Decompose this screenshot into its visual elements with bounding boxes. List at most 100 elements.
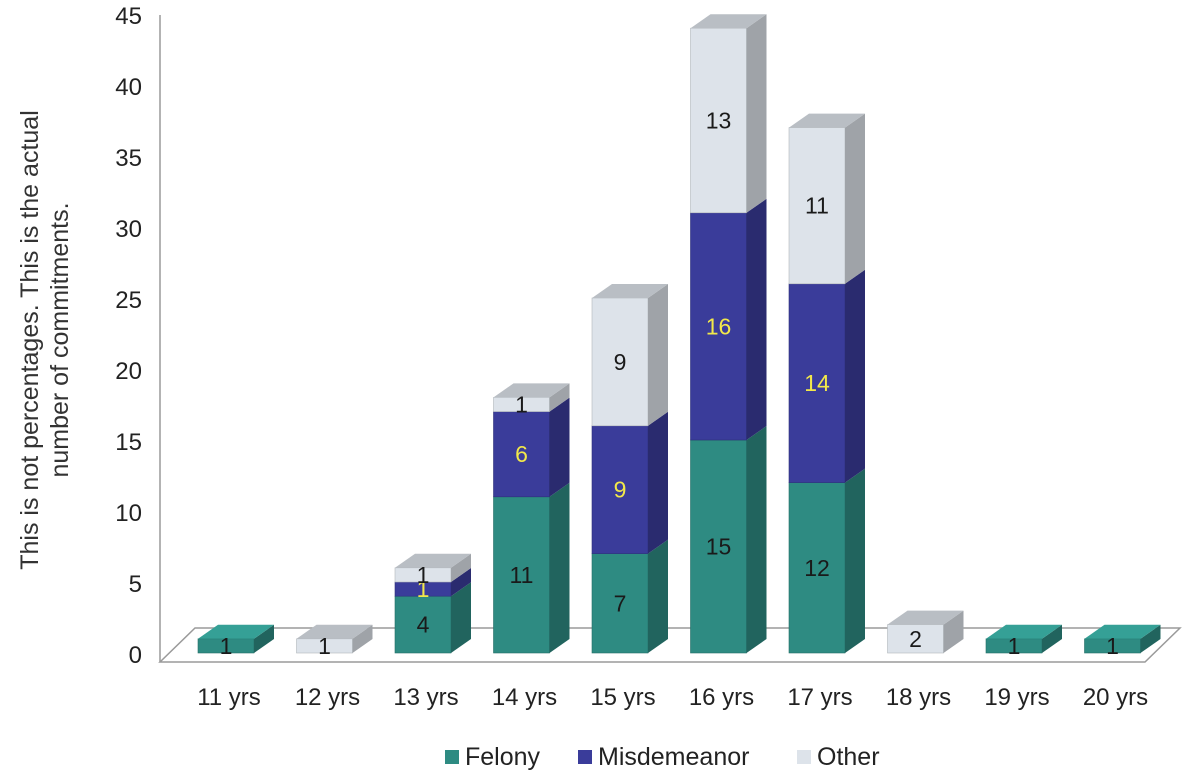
bar-front bbox=[788, 283, 846, 483]
bar-segment bbox=[394, 568, 471, 597]
data-label: 1 bbox=[220, 633, 233, 659]
legend-swatch-misdemeanor bbox=[578, 750, 592, 764]
y-tick-label: 5 bbox=[129, 571, 142, 598]
bar-side bbox=[648, 411, 668, 554]
bar-side bbox=[1042, 624, 1062, 653]
bar-top bbox=[789, 113, 865, 128]
x-category-label: 12 yrs bbox=[295, 684, 360, 711]
bar-segment bbox=[591, 539, 668, 654]
bar-side bbox=[845, 468, 865, 653]
bar-side bbox=[451, 553, 471, 582]
y-axis: 0 5 10 15 20 25 30 35 40 45 bbox=[115, 3, 161, 669]
legend-label: Misdemeanor bbox=[598, 743, 749, 771]
y-tick-label: 20 bbox=[115, 358, 142, 385]
bar-segment bbox=[690, 198, 767, 441]
y-tick-label: 0 bbox=[129, 642, 142, 669]
x-category-label: 17 yrs bbox=[787, 684, 852, 711]
bar-top bbox=[395, 553, 471, 568]
bar-front bbox=[591, 297, 649, 427]
legend-swatch-other bbox=[797, 750, 811, 764]
bar-top bbox=[296, 624, 373, 639]
bar-segment bbox=[690, 426, 767, 654]
bar-segment bbox=[788, 113, 865, 285]
y-tick-label: 35 bbox=[115, 145, 142, 172]
bar-segment bbox=[788, 269, 865, 483]
bar-front bbox=[690, 212, 747, 441]
bar-side bbox=[451, 568, 471, 597]
y-tick-label: 10 bbox=[115, 500, 142, 527]
data-label: 7 bbox=[614, 590, 627, 616]
y-axis-title-line: number of commitments. bbox=[46, 202, 74, 477]
bar-segment bbox=[197, 624, 274, 654]
bar-front bbox=[690, 439, 747, 654]
bar-side bbox=[845, 269, 865, 483]
data-label: 2 bbox=[909, 626, 922, 652]
bar-segment bbox=[394, 582, 471, 654]
bar-segment bbox=[394, 553, 471, 583]
x-axis-categories: 11 yrs 12 yrs 13 yrs 14 yrs 15 yrs 16 yrs 17 y… bbox=[197, 684, 1148, 711]
legend-swatch-felony bbox=[445, 750, 459, 764]
bar-segment bbox=[1084, 624, 1161, 654]
bar-front bbox=[788, 482, 846, 654]
bar-top bbox=[887, 610, 964, 625]
legend-label: Felony bbox=[465, 743, 541, 771]
bar-segment bbox=[296, 624, 373, 654]
data-label: 1 bbox=[515, 392, 528, 418]
x-category-label: 16 yrs bbox=[689, 684, 754, 711]
data-label: 1 bbox=[417, 562, 430, 588]
data-label: 9 bbox=[614, 477, 627, 503]
bar-segment bbox=[493, 383, 570, 412]
bar-side bbox=[1140, 624, 1161, 653]
bar-side bbox=[254, 624, 274, 653]
y-tick-label: 30 bbox=[115, 216, 142, 243]
x-category-label: 15 yrs bbox=[590, 684, 655, 711]
data-label: 16 bbox=[706, 313, 732, 339]
x-category-label: 18 yrs bbox=[886, 684, 951, 711]
bar-front bbox=[788, 127, 846, 285]
bar-segment bbox=[887, 610, 964, 654]
x-category-label: 13 yrs bbox=[393, 684, 458, 711]
x-category-label: 11 yrs bbox=[197, 684, 261, 711]
y-tick-label: 40 bbox=[115, 74, 142, 101]
x-category-label: 19 yrs bbox=[984, 684, 1049, 711]
bar-side bbox=[451, 582, 471, 653]
bar-top bbox=[1084, 624, 1161, 639]
data-label: 12 bbox=[804, 555, 830, 581]
bar-segment bbox=[493, 397, 570, 498]
bar-segment bbox=[985, 624, 1062, 654]
bar-side bbox=[549, 397, 570, 497]
y-tick-label: 15 bbox=[115, 429, 142, 456]
bar-top bbox=[986, 624, 1062, 639]
data-label: 1 bbox=[318, 633, 331, 659]
bar-top bbox=[198, 624, 274, 639]
bar-front bbox=[591, 425, 649, 554]
legend: Felony Misdemeanor Other bbox=[445, 743, 880, 771]
y-axis-title-line: This is not percentages. This is the act… bbox=[16, 110, 44, 570]
data-label: 1 bbox=[417, 576, 430, 602]
bar-front bbox=[394, 595, 452, 654]
x-category-label: 20 yrs bbox=[1083, 684, 1148, 711]
data-label: 14 bbox=[804, 370, 830, 396]
bar-top bbox=[493, 383, 570, 398]
bar-segment bbox=[591, 411, 668, 554]
y-tick-label: 45 bbox=[115, 3, 142, 30]
bar-side bbox=[943, 610, 964, 653]
bar-top bbox=[690, 14, 767, 29]
bar-side bbox=[746, 14, 767, 213]
bar-segment bbox=[493, 482, 570, 654]
data-label: 13 bbox=[706, 108, 732, 134]
data-label: 1 bbox=[1106, 633, 1119, 659]
bar-side bbox=[746, 426, 767, 653]
bar-side bbox=[352, 624, 373, 653]
bar-front bbox=[493, 496, 550, 654]
data-label: 4 bbox=[417, 612, 430, 638]
data-label: 15 bbox=[706, 534, 732, 560]
bar-segment bbox=[788, 468, 865, 654]
y-axis-title: This is not percentages. This is the act… bbox=[16, 110, 74, 570]
data-label: 11 bbox=[510, 562, 534, 588]
bar-side bbox=[549, 482, 570, 653]
y-tick-label: 25 bbox=[115, 287, 142, 314]
bars bbox=[197, 14, 1161, 654]
